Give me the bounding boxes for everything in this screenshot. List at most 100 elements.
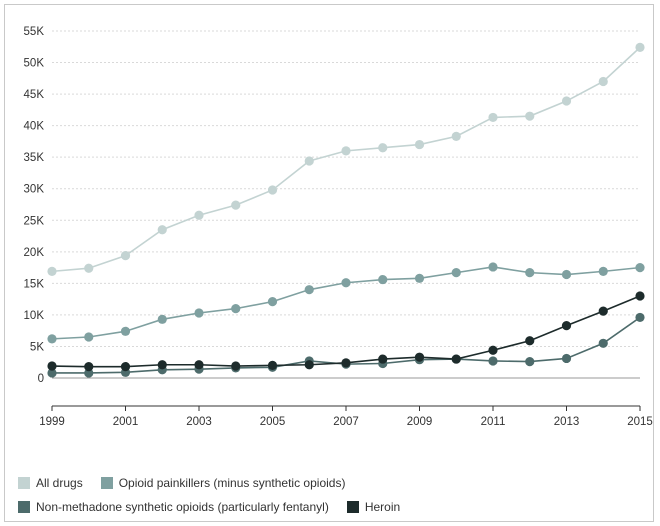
series-point-3 xyxy=(304,360,314,370)
series-point-2 xyxy=(525,356,535,367)
y-tick-label: 25K xyxy=(24,215,45,227)
legend-row-2: Non-methadone synthetic opioids (particu… xyxy=(18,500,418,514)
series-point-3 xyxy=(194,360,204,370)
series-point-3 xyxy=(157,360,167,370)
series-point-3 xyxy=(561,321,572,331)
series-point-0 xyxy=(304,156,314,166)
series-point-1 xyxy=(414,273,425,283)
series-point-0 xyxy=(598,76,608,87)
series-point-3 xyxy=(414,352,425,362)
series-point-1 xyxy=(341,278,351,288)
legend-swatch xyxy=(346,501,359,513)
legend-label: Non-methadone synthetic opioids (particu… xyxy=(36,500,329,514)
y-tick-label: 20K xyxy=(24,247,45,259)
legend-label: Opioid painkillers (minus synthetic opio… xyxy=(118,476,346,490)
series-point-0 xyxy=(414,139,425,150)
series-point-1 xyxy=(451,268,461,278)
series-line-0 xyxy=(51,46,641,273)
series-point-3 xyxy=(84,362,94,372)
series-point-2 xyxy=(488,356,498,366)
series-point-1 xyxy=(157,314,167,324)
series-point-2 xyxy=(598,338,608,348)
series-point-1 xyxy=(194,308,204,318)
series-point-3 xyxy=(378,354,388,364)
y-tick-label: 15K xyxy=(24,278,45,290)
x-tick-label: 2005 xyxy=(260,416,286,428)
series-point-2 xyxy=(561,353,572,364)
series-point-1 xyxy=(84,332,94,342)
x-tick-label: 2001 xyxy=(113,416,139,428)
grid-lines xyxy=(52,30,640,379)
series-point-1 xyxy=(304,285,314,295)
series-point-1 xyxy=(488,262,498,272)
x-tick-label: 2015 xyxy=(627,416,653,428)
legend-item-opioid-painkillers: Opioid painkillers (minus synthetic opio… xyxy=(100,476,346,490)
series-point-1 xyxy=(525,268,535,278)
y-tick-label: 35K xyxy=(24,152,45,164)
series-point-0 xyxy=(488,112,498,123)
series-point-1 xyxy=(120,326,131,336)
series-point-0 xyxy=(635,42,645,53)
series-point-3 xyxy=(635,291,645,301)
y-tick-label: 55K xyxy=(24,26,45,38)
y-tick-label: 40K xyxy=(24,121,45,133)
series-point-3 xyxy=(598,306,608,316)
legend-item-all-drugs: All drugs xyxy=(18,476,83,490)
series-point-0 xyxy=(47,266,57,276)
series-point-0 xyxy=(267,185,278,195)
y-tick-label: 50K xyxy=(24,58,45,70)
series-point-0 xyxy=(120,251,131,261)
chart-frame xyxy=(4,4,654,522)
legend-swatch xyxy=(100,477,113,489)
series-point-1 xyxy=(598,266,608,276)
legend-label: Heroin xyxy=(364,500,401,514)
legend-swatch xyxy=(18,477,30,489)
series-point-1 xyxy=(378,274,388,285)
legend-swatch xyxy=(18,501,30,513)
y-axis-ticks: 0 5K 10K 15K 20K 25K 30K 35K 40K 45K 50K 55K xyxy=(24,26,45,385)
series-point-2 xyxy=(84,368,94,378)
series-point-3 xyxy=(47,361,57,371)
series-point-3 xyxy=(231,361,241,371)
y-tick-label: 5K xyxy=(30,341,44,353)
series-point-0 xyxy=(194,210,204,220)
x-tick-label: 2011 xyxy=(481,416,506,428)
y-tick-label: 45K xyxy=(24,89,45,101)
x-tick-label: 2007 xyxy=(333,416,359,428)
x-tick-label: 2003 xyxy=(186,416,212,428)
series-line-1 xyxy=(51,266,641,340)
series-point-1 xyxy=(561,269,572,280)
series-point-3 xyxy=(341,358,351,368)
series-point-2 xyxy=(635,312,645,323)
series-line-3 xyxy=(51,295,641,368)
series-point-3 xyxy=(120,362,131,372)
series-point-3 xyxy=(451,354,461,364)
x-tick-label: 1999 xyxy=(39,416,65,428)
y-tick-label: 0 xyxy=(38,373,44,385)
series-point-0 xyxy=(157,225,167,235)
series-point-1 xyxy=(47,334,57,344)
series-point-3 xyxy=(525,336,535,346)
series-lines xyxy=(47,42,645,378)
series-point-0 xyxy=(341,146,351,156)
legend-item-synthetic-opioids: Non-methadone synthetic opioids (particu… xyxy=(18,500,329,514)
series-point-0 xyxy=(451,131,461,141)
series-point-2 xyxy=(47,368,57,378)
series-point-3 xyxy=(488,345,498,355)
series-point-1 xyxy=(635,262,645,273)
y-tick-label: 10K xyxy=(24,310,45,322)
y-tick-label: 30K xyxy=(24,184,45,196)
series-point-0 xyxy=(84,263,94,273)
series-point-0 xyxy=(378,143,388,153)
series-point-1 xyxy=(267,297,278,307)
x-tick-label: 2009 xyxy=(407,416,433,428)
series-point-1 xyxy=(231,304,241,314)
x-axis: 1999 2001 2003 2005 2007 2009 2011 2013 2015 xyxy=(39,405,653,428)
x-tick-label: 2013 xyxy=(554,416,580,428)
legend-row-1: All drugs Opioid painkillers (minus synt… xyxy=(18,476,363,490)
legend-item-heroin: Heroin xyxy=(346,500,401,514)
series-point-3 xyxy=(267,360,278,370)
series-point-0 xyxy=(525,111,535,121)
legend-label: All drugs xyxy=(36,476,83,490)
